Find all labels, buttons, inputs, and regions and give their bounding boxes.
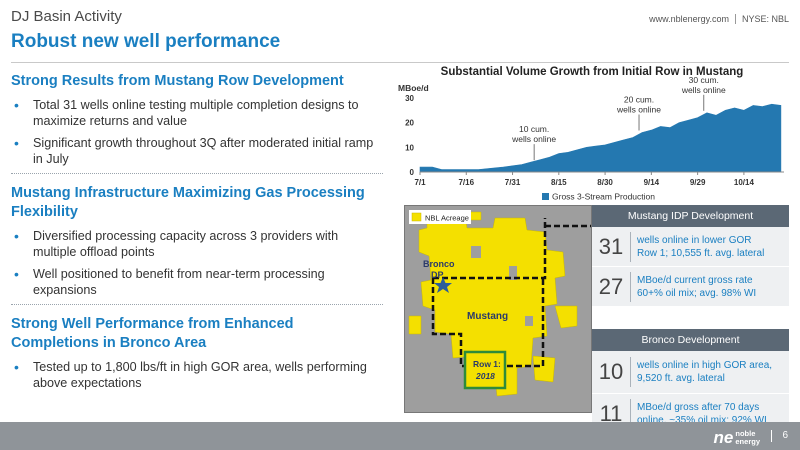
section-kicker: DJ Basin Activity bbox=[11, 8, 122, 25]
bullet-item: Significant growth throughout 3Q after m… bbox=[11, 135, 383, 167]
section-heading: Strong Well Performance from Enhanced Co… bbox=[11, 316, 294, 351]
bullet-list: Tested up to 1,800 lbs/ft in high GOR ar… bbox=[11, 359, 383, 391]
mustang-heading: Mustang IDP Development bbox=[592, 205, 789, 227]
stat-text-line: MBoe/d gross after 70 days bbox=[637, 402, 760, 413]
stat-text-line: wells online in lower GOR bbox=[637, 234, 752, 246]
acreage-map: NBL Acreage Bronco DP Mustang Row 1: 201… bbox=[404, 205, 592, 413]
stat-text: MBoe/d current gross rate 60+% oil mix; … bbox=[637, 274, 756, 300]
x-tick-label: 7/16 bbox=[458, 178, 474, 187]
bullet-item: Tested up to 1,800 lbs/ft in high GOR ar… bbox=[11, 359, 383, 391]
stat-text: wells online in lower GOR Row 1; 10,555 … bbox=[637, 234, 764, 260]
stat-divider bbox=[630, 231, 631, 262]
logo-word: noble bbox=[735, 429, 756, 438]
y-axis-label: MBoe/d bbox=[398, 83, 429, 93]
stat-divider bbox=[630, 399, 631, 429]
stat-row: 31 wells online in lower GOR Row 1; 10,5… bbox=[592, 227, 789, 267]
row1-label-line1: Row 1: bbox=[473, 359, 501, 369]
logo-mark: ne bbox=[713, 428, 734, 447]
page-title: Robust new well performance bbox=[11, 31, 281, 52]
annotation-label: 30 cum. bbox=[689, 75, 719, 85]
website-link[interactable]: www.nblenergy.com bbox=[649, 14, 729, 24]
logo-words: noble energy bbox=[735, 430, 760, 446]
dotted-divider bbox=[11, 173, 383, 174]
footer-divider bbox=[771, 430, 772, 442]
stat-text-line: 9,520 ft. avg. lateral bbox=[637, 373, 725, 384]
stat-divider bbox=[630, 357, 631, 387]
legend-swatch bbox=[542, 193, 549, 200]
bullet-list: Total 31 wells online testing multiple c… bbox=[11, 97, 383, 167]
stat-value: 27 bbox=[598, 273, 624, 299]
panel-spacer bbox=[592, 307, 789, 329]
y-tick-label: 10 bbox=[405, 143, 414, 152]
section-mustang-row: Strong Results from Mustang Row Developm… bbox=[11, 72, 383, 167]
acreage-shapes bbox=[408, 211, 578, 397]
x-tick-label: 7/1 bbox=[414, 178, 426, 187]
row1-box bbox=[463, 350, 507, 390]
star-icon bbox=[434, 277, 452, 293]
bronco-label-line2: DP bbox=[431, 270, 444, 280]
bullet-list: Diversified processing capacity across 3… bbox=[11, 228, 383, 298]
development-panel: Mustang IDP Development 31 wells online … bbox=[592, 205, 789, 435]
section-mustang-infrastructure: Mustang Infrastructure Maximizing Gas Pr… bbox=[11, 184, 383, 298]
map-svg: NBL Acreage Bronco DP Mustang Row 1: 201… bbox=[405, 206, 591, 412]
stat-divider bbox=[630, 271, 631, 302]
stat-text: MBoe/d gross after 70 days online, ~35% … bbox=[637, 401, 767, 427]
map-legend bbox=[409, 210, 471, 224]
y-tick-label: 30 bbox=[405, 94, 414, 103]
legend-swatch bbox=[411, 212, 422, 222]
annotation-label: wells online bbox=[681, 85, 726, 95]
bronco-heading: Bronco Development bbox=[592, 329, 789, 351]
annotation-label: wells online bbox=[616, 105, 661, 115]
stat-text-line: 60+% oil mix; avg. 98% WI bbox=[637, 287, 757, 299]
section-heading: Mustang Infrastructure Maximizing Gas Pr… bbox=[11, 185, 365, 220]
legend-label: Gross 3-Stream Production bbox=[552, 192, 655, 202]
company-logo: ne noble energy bbox=[714, 428, 760, 448]
annotation-label: wells online bbox=[511, 134, 556, 144]
mustang-label: Mustang bbox=[467, 311, 508, 322]
stat-text: wells online in high GOR area, 9,520 ft.… bbox=[637, 359, 772, 385]
section-bronco: Strong Well Performance from Enhanced Co… bbox=[11, 315, 383, 391]
logo-word: energy bbox=[735, 437, 760, 446]
ticker-label: NYSE: NBL bbox=[741, 14, 789, 24]
annotation-label: 20 cum. bbox=[624, 95, 654, 105]
production-chart: Substantial Volume Growth from Initial R… bbox=[392, 64, 792, 206]
bullet-item: Diversified processing capacity across 3… bbox=[11, 228, 383, 260]
y-tick-label: 0 bbox=[410, 168, 415, 177]
x-tick-label: 9/29 bbox=[690, 178, 706, 187]
x-tick-label: 10/14 bbox=[734, 178, 755, 187]
chart-title: Substantial Volume Growth from Initial R… bbox=[440, 66, 744, 78]
production-area bbox=[419, 103, 782, 173]
stat-value: 11 bbox=[599, 401, 623, 426]
stat-row: 27 MBoe/d current gross rate 60+% oil mi… bbox=[592, 267, 789, 307]
stat-text-line: wells online in high GOR area, bbox=[637, 360, 773, 371]
footer-bar: ne noble energy 6 bbox=[0, 422, 800, 450]
dotted-divider bbox=[11, 304, 383, 305]
bullet-item: Well positioned to benefit from near-ter… bbox=[11, 266, 383, 298]
x-tick-label: 8/15 bbox=[551, 178, 567, 187]
x-tick-label: 8/30 bbox=[597, 178, 613, 187]
bullet-item: Total 31 wells online testing multiple c… bbox=[11, 97, 383, 129]
stat-value: 10 bbox=[598, 359, 624, 384]
y-tick-label: 20 bbox=[405, 119, 414, 128]
map-legend-label: NBL Acreage bbox=[425, 214, 469, 223]
acreage-gaps bbox=[441, 246, 533, 354]
section-heading: Strong Results from Mustang Row Developm… bbox=[11, 73, 344, 89]
x-tick-label: 9/14 bbox=[644, 178, 660, 187]
stat-text-line: Row 1; 10,555 ft. avg. lateral bbox=[637, 247, 765, 259]
header-rule bbox=[11, 62, 789, 63]
bronco-label-line1: Bronco bbox=[423, 259, 455, 269]
stat-row: 10 wells online in high GOR area, 9,520 … bbox=[592, 351, 789, 394]
annotation-label: 10 cum. bbox=[519, 124, 549, 134]
mustang-boundary bbox=[431, 218, 547, 368]
header-meta: www.nblenergy.com NYSE: NBL bbox=[649, 14, 789, 24]
page-number: 6 bbox=[782, 430, 788, 441]
stat-text-line: online, ~35% oil mix; 92% WI bbox=[637, 415, 767, 426]
stat-text-line: MBoe/d current gross rate bbox=[637, 274, 753, 286]
x-tick-label: 7/31 bbox=[505, 178, 521, 187]
left-column: Strong Results from Mustang Row Developm… bbox=[11, 72, 383, 397]
stat-value: 31 bbox=[598, 233, 624, 259]
row1-label-line2: 2018 bbox=[475, 371, 495, 381]
header-divider bbox=[734, 14, 736, 24]
chart-svg: MBoe/d 0 10 20 30 7/1 7/16 7/31 8/15 8/30 9/14 9/29… bbox=[398, 75, 784, 202]
